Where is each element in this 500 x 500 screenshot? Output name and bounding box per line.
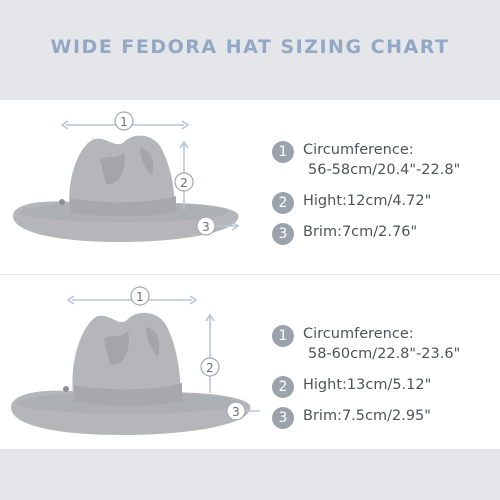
chart-title: WIDE FEDORA HAT SIZING CHART <box>50 36 450 58</box>
spec-brim: 3 Brim:7cm/2.76" <box>272 222 500 245</box>
spec-circumference: 1 Circumference: 58-60cm/22.8"-23.6" <box>272 324 500 364</box>
hat-diagram-2: 1 2 3 <box>11 286 260 435</box>
size-panel-1: 1 2 3 1 Circumference: 56-58cm/20.4"-22.… <box>0 100 500 274</box>
spec-number-badge: 3 <box>272 407 294 429</box>
diagram-label-1: 1 <box>136 290 144 304</box>
spec-number-badge: 2 <box>272 376 294 398</box>
spec-list-1: 1 Circumference: 56-58cm/20.4"-22.8" 2 H… <box>272 100 500 274</box>
diagram-label-2: 2 <box>206 361 214 375</box>
spec-height: 2 Hight:13cm/5.12" <box>272 375 500 398</box>
spec-number-badge: 1 <box>272 141 294 163</box>
spec-list-2: 1 Circumference: 58-60cm/22.8"-23.6" 2 H… <box>272 275 500 449</box>
diagram-label-3: 3 <box>202 220 210 234</box>
size-panel-2: 1 2 3 1 Circumference: 58-60cm/22.8"-23.… <box>0 275 500 449</box>
hat-band <box>70 196 176 217</box>
diagram-label-1: 1 <box>120 115 128 129</box>
spec-label: Hight:13cm/5.12" <box>303 377 432 393</box>
spec-label: Brim:7.5cm/2.95" <box>303 408 431 424</box>
spec-circumference: 1 Circumference: 56-58cm/20.4"-22.8" <box>272 140 500 180</box>
spec-label: Circumference: <box>303 326 414 342</box>
spec-label: Circumference: <box>303 142 414 158</box>
spec-value: 58-60cm/22.8"-23.6" <box>308 346 461 362</box>
spec-brim: 3 Brim:7.5cm/2.95" <box>272 406 500 429</box>
spec-number-badge: 2 <box>272 192 294 214</box>
diagram-label-2: 2 <box>180 176 188 190</box>
spec-height: 2 Hight:12cm/4.72" <box>272 191 500 214</box>
spec-number-badge: 3 <box>272 223 294 245</box>
spec-label: Brim:7cm/2.76" <box>303 224 418 240</box>
hat-band <box>74 383 182 406</box>
diagram-label-3: 3 <box>232 405 240 419</box>
hat-diagram-1: 1 2 3 <box>13 111 240 242</box>
spec-number-badge: 1 <box>272 325 294 347</box>
spec-label: Hight:12cm/4.72" <box>303 193 432 209</box>
spec-value: 56-58cm/20.4"-22.8" <box>308 162 461 178</box>
